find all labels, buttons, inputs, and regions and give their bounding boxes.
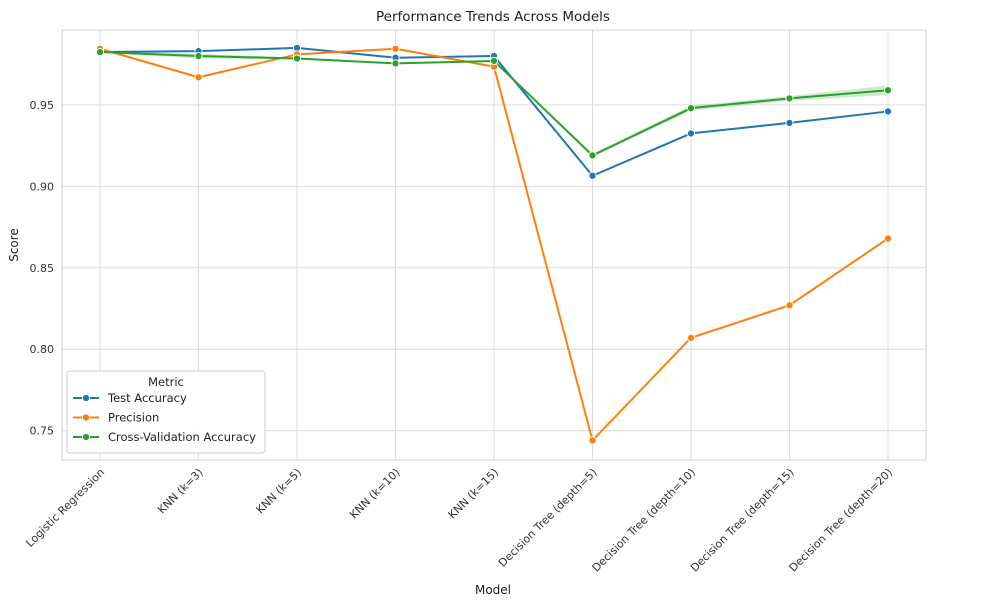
x-axis-title: Model [475,583,511,597]
legend-entries: Test Accuracy Precision Cross-Validation A… [73,391,256,444]
legend-label: Cross-Validation Accuracy [108,430,256,444]
grid-lines [62,30,926,460]
y-tick-label: 0.80 [30,343,55,356]
x-tick-label: Logistic Regression [23,466,107,550]
x-tick-labels: Logistic Regression KNN (k=3) KNN (k=5) KNN… [23,466,895,575]
y-axis-title: Score [7,228,21,262]
legend-title: Metric [148,375,184,389]
data-point [194,52,203,61]
x-tick-label: Decision Tree (depth=5) [496,466,600,570]
y-tick-label: 0.90 [30,180,55,193]
plot-frame [61,29,927,461]
legend-label: Test Accuracy [107,391,187,405]
data-point [588,436,597,445]
data-point [391,59,400,68]
x-tick-label: KNN (k=3) [155,466,205,516]
legend-box [66,370,266,454]
x-tick-label: Decision Tree (depth=15) [688,466,797,575]
data-point [785,301,794,310]
data-point [95,47,105,57]
data-point [489,56,499,65]
chart-title: Performance Trends Across Models [376,9,610,25]
x-tick-label: KNN (k=5) [254,466,304,516]
y-tick-label: 0.85 [30,262,55,275]
data-point [292,54,302,63]
x-tick-label: Decision Tree (depth=10) [590,466,699,575]
legend-marker [81,393,91,403]
data-point [588,171,597,180]
data-point [883,234,893,243]
data-point [686,104,696,113]
data-point [883,86,893,95]
data-point [785,118,794,127]
x-tick-label: Decision Tree (depth=20) [787,466,896,575]
data-point [194,73,203,82]
data-point [883,107,893,116]
data-point [686,129,696,138]
data-point [686,333,696,342]
series-markers [95,43,893,445]
y-tick-label: 0.95 [30,99,55,112]
legend-label: Precision [108,411,159,425]
x-tick-label: KNN (k=15) [446,466,501,521]
data-point [588,151,597,160]
legend-marker [81,432,91,442]
y-tick-label: 0.75 [30,425,55,438]
x-tick-label: KNN (k=10) [347,466,402,521]
data-point [391,44,400,53]
legend: Metric Test Accuracy Precision Cross-Valid… [66,370,266,454]
data-point [785,94,794,103]
y-tick-labels: 0.75 0.80 0.85 0.90 0.95 [30,99,55,438]
legend-marker [81,413,91,422]
